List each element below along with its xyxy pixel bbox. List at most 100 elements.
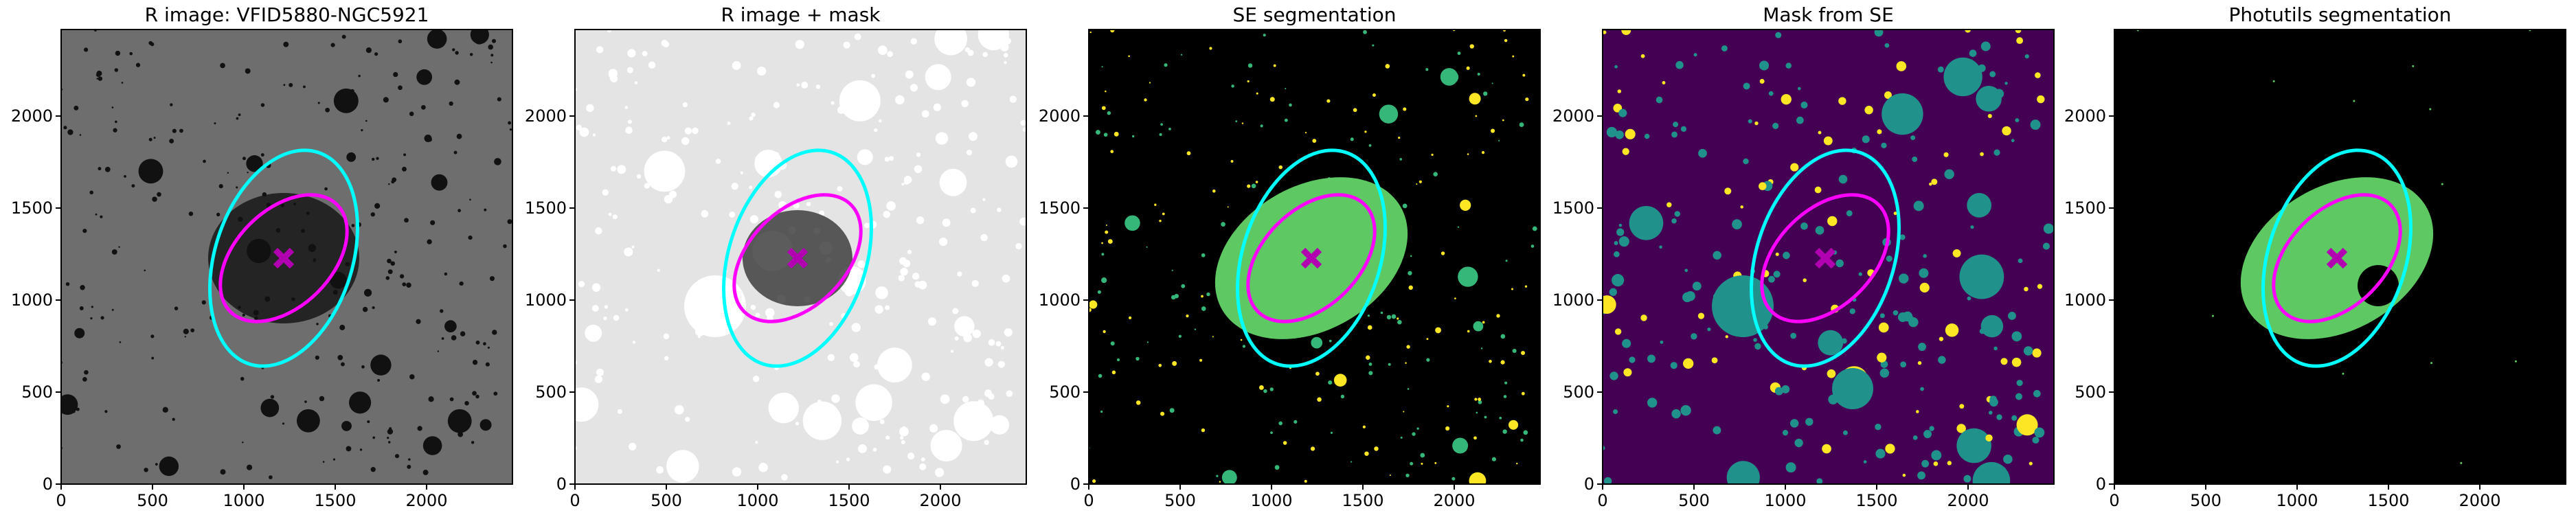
mask-segment <box>1978 64 1986 72</box>
segment <box>1519 122 1524 127</box>
y-tick-label: 2000 <box>525 106 567 126</box>
segment <box>1379 104 1399 124</box>
image <box>2114 30 2566 484</box>
mask-segment <box>1910 135 1916 141</box>
segment <box>1445 70 1459 84</box>
star <box>472 391 477 396</box>
mask-hole <box>961 100 969 108</box>
star <box>346 446 352 452</box>
star <box>95 213 98 216</box>
star <box>388 183 390 185</box>
star <box>488 44 493 50</box>
segment <box>1235 120 1238 123</box>
mask-segment <box>1951 62 1980 92</box>
mask-segment <box>1622 148 1629 155</box>
segment <box>1247 80 1250 83</box>
mask-hole <box>886 201 896 211</box>
mask-segment <box>1952 249 1961 258</box>
star <box>459 282 463 286</box>
segment <box>1105 90 1107 93</box>
center-marker <box>1814 247 1836 269</box>
x-tick-label: 1500 <box>2367 491 2409 510</box>
star <box>115 50 121 56</box>
mask-hole <box>1009 95 1017 103</box>
segment <box>1107 239 1113 244</box>
segment <box>1178 334 1182 338</box>
segment <box>1274 465 1280 470</box>
star <box>485 362 490 367</box>
y-tick-label: 2000 <box>1552 106 1594 126</box>
segment <box>1260 124 1263 128</box>
star <box>428 396 434 402</box>
mask-segment <box>1849 308 1855 314</box>
star <box>385 276 390 280</box>
mask-segment <box>2016 37 2024 45</box>
mask-segment <box>1899 234 1906 240</box>
mask-hole <box>632 341 636 344</box>
y-tick-label: 1000 <box>11 290 53 310</box>
segment <box>1408 285 1413 290</box>
mask-hole <box>831 394 840 403</box>
mask-hole <box>938 237 948 247</box>
segment <box>1458 266 1478 287</box>
mask-hole <box>885 305 890 310</box>
mask-segment <box>1674 211 1680 217</box>
mask-hole <box>663 41 670 48</box>
mask-segment <box>1906 119 1910 123</box>
star <box>365 119 368 122</box>
star <box>403 153 407 157</box>
star <box>447 409 472 433</box>
mask-segment <box>2011 331 2022 342</box>
segment <box>1258 385 1264 390</box>
mask-segment <box>1875 424 1882 431</box>
mask-segment <box>1884 43 1890 48</box>
star <box>503 244 507 249</box>
segment <box>1154 203 1157 206</box>
mask-segment <box>1800 101 1808 109</box>
mask-hole <box>806 201 811 207</box>
axes-frame <box>2114 29 2566 485</box>
star <box>246 155 263 172</box>
mask-segment <box>1724 187 1732 195</box>
mask-hole <box>648 61 656 69</box>
star <box>214 122 216 125</box>
segment <box>1511 288 1513 290</box>
mask-hole <box>751 112 756 117</box>
mask-segment <box>1877 129 1882 135</box>
mask-segment <box>1980 41 1991 52</box>
segment <box>1403 107 1407 111</box>
segment <box>1273 64 1276 67</box>
y-tick-label: 500 <box>1049 382 1081 402</box>
mask-segment <box>1612 274 1625 287</box>
mask-segment <box>1882 93 1923 135</box>
segment <box>2441 183 2443 185</box>
star <box>370 354 392 376</box>
segment <box>1408 271 1412 275</box>
star <box>337 354 343 360</box>
star <box>372 157 375 161</box>
mask-segment <box>1970 225 1974 229</box>
y-tick-label: 1500 <box>1552 198 1594 218</box>
mask-segment <box>1728 473 1734 479</box>
y-tick-label: 500 <box>2075 382 2106 402</box>
star <box>111 308 114 311</box>
mask-hole <box>627 119 632 124</box>
segment <box>1128 55 1130 58</box>
mask-hole <box>760 171 763 174</box>
star <box>79 306 84 310</box>
mask-hole <box>589 406 595 413</box>
segment <box>1426 358 1430 362</box>
star <box>427 239 432 244</box>
mask-segment <box>1827 369 1836 378</box>
mask-hole <box>674 404 684 415</box>
x-tick-label: 500 <box>1678 491 1710 510</box>
x-tick-label: 1000 <box>1250 491 1292 510</box>
segment <box>1149 82 1151 84</box>
star <box>332 458 336 461</box>
star <box>341 420 352 431</box>
y-tick-label: 1000 <box>525 290 567 310</box>
star <box>135 62 141 67</box>
mask-segment <box>1921 459 1930 468</box>
mask-segment <box>1842 430 1848 435</box>
segment <box>1100 410 1103 413</box>
